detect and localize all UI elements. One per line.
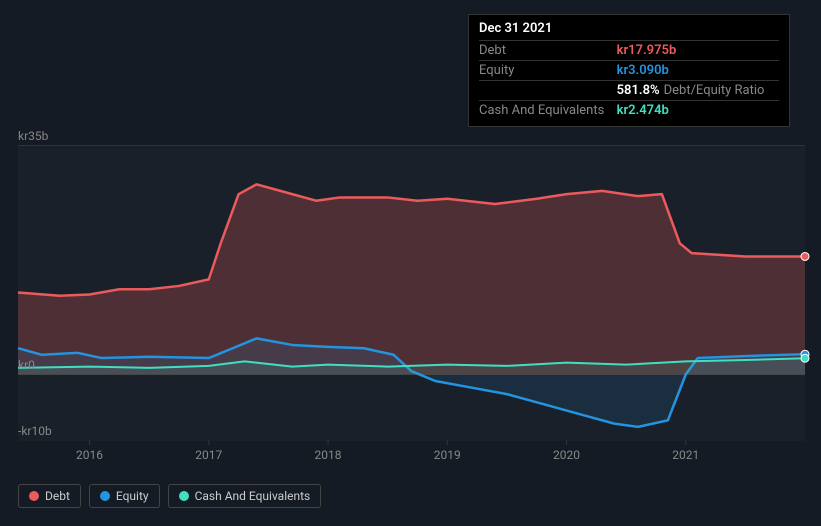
x-axis-label: 2017	[195, 448, 222, 462]
end-marker-debt	[801, 252, 809, 260]
x-axis-label: 2016	[76, 448, 103, 462]
tooltip-row-label	[479, 81, 617, 101]
legend-marker-icon	[100, 491, 110, 501]
y-axis-label: kr35b	[18, 129, 48, 143]
tooltip-row-suffix: Debt/Equity Ratio	[664, 83, 765, 98]
legend-marker-icon	[179, 491, 189, 501]
legend-item-equity[interactable]: Equity	[89, 484, 160, 508]
end-marker-cash	[801, 354, 809, 362]
legend-item-debt[interactable]: Debt	[18, 484, 81, 508]
chart-legend: Debt Equity Cash And Equivalents	[18, 484, 321, 508]
legend-label: Debt	[45, 489, 70, 503]
tooltip-row-label: Equity	[479, 61, 617, 81]
tooltip-row-value: kr17.975b	[617, 41, 779, 61]
y-axis-label: -kr10b	[18, 424, 52, 438]
y-axis-label: kr0	[18, 358, 35, 372]
legend-marker-icon	[29, 491, 39, 501]
tooltip-row-label: Debt	[479, 41, 617, 61]
chart-tooltip: Dec 31 2021 Debtkr17.975bEquitykr3.090b58…	[468, 14, 790, 127]
tooltip-row-value: kr2.474b	[617, 101, 779, 121]
tooltip-row-value: kr3.090b	[617, 61, 779, 81]
x-axis-label: 2019	[434, 448, 461, 462]
tooltip-row-value: 581.8%Debt/Equity Ratio	[617, 81, 779, 101]
x-axis-label: 2018	[315, 448, 342, 462]
series-fill-debt	[18, 184, 805, 374]
legend-label: Equity	[116, 489, 149, 503]
x-axis-label: 2021	[672, 448, 699, 462]
tooltip-date: Dec 31 2021	[479, 21, 779, 36]
legend-item-cash-and-equivalents[interactable]: Cash And Equivalents	[168, 484, 322, 508]
tooltip-row-label: Cash And Equivalents	[479, 101, 617, 121]
legend-label: Cash And Equivalents	[195, 489, 311, 503]
x-axis-label: 2020	[553, 448, 580, 462]
